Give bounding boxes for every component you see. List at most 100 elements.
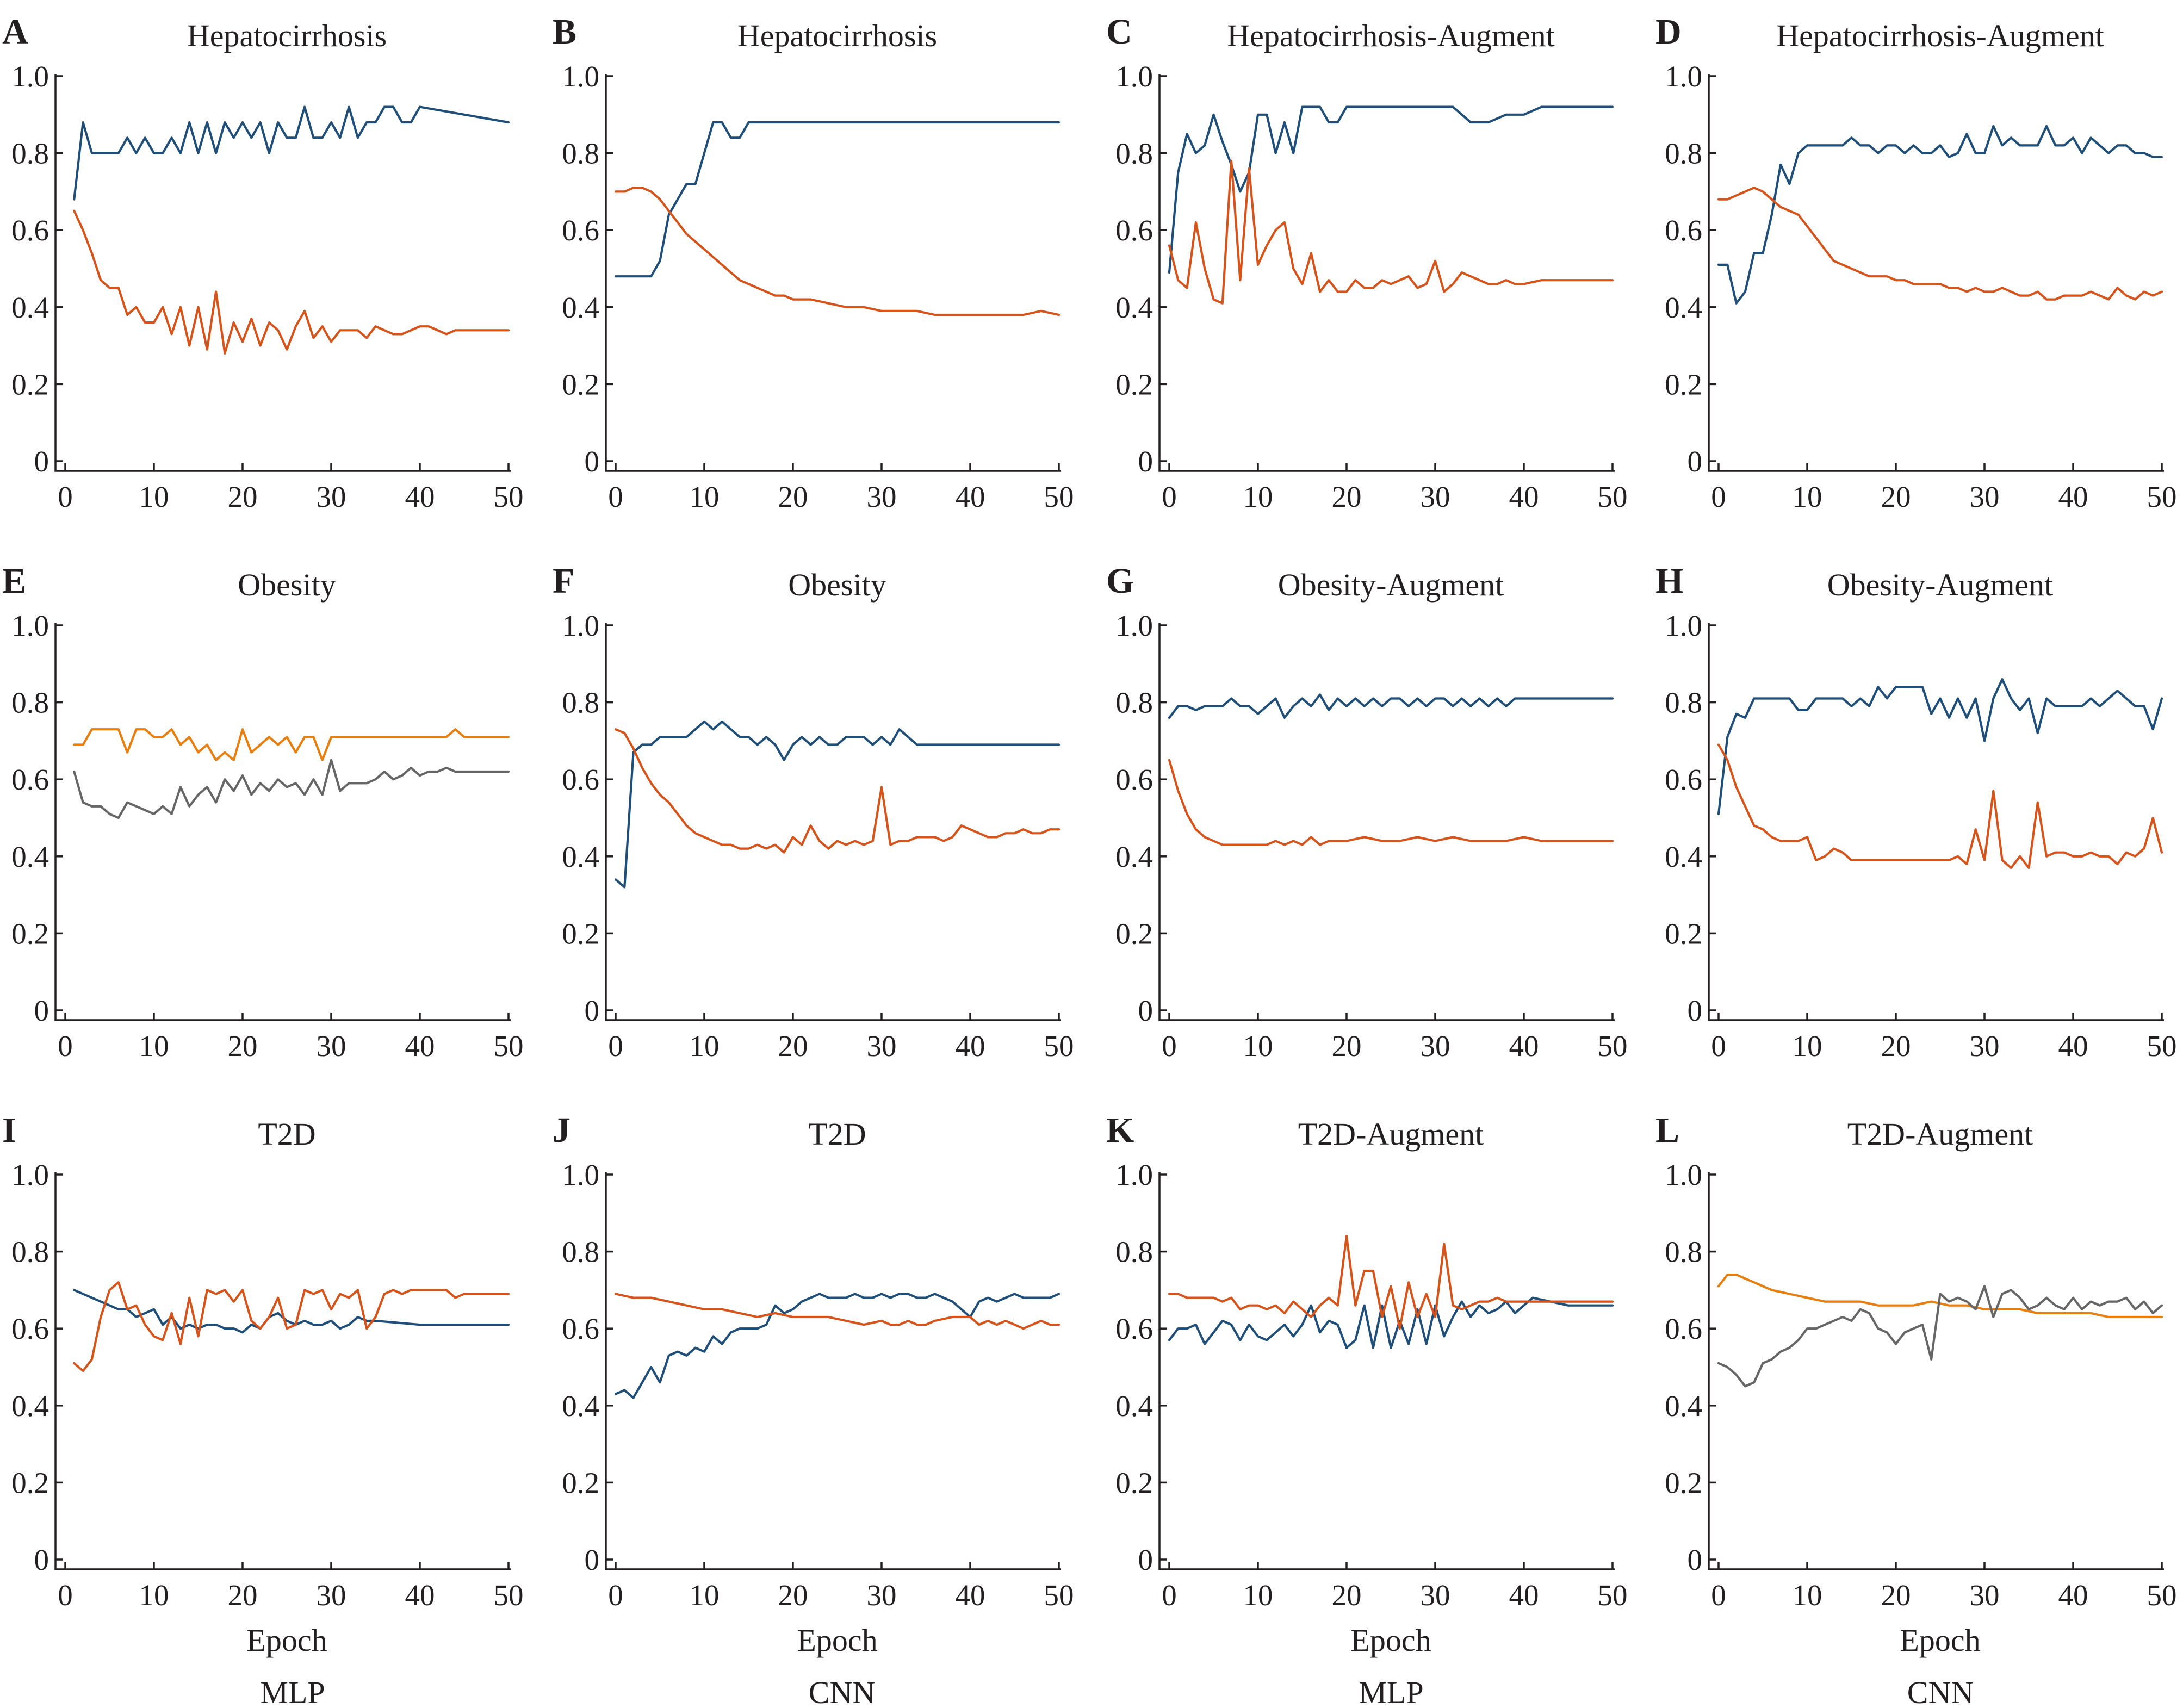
panel-j-xtick-label: 0 (608, 1579, 623, 1612)
panel-l-series-2-line (1717, 1285, 2163, 1388)
panel-i-ytick-label: 0.6 (11, 1312, 49, 1345)
panel-d-axes (1708, 74, 2164, 472)
panel-k-ytick-label: 0.8 (1115, 1235, 1153, 1269)
panel-l-ytick-label: 0.4 (1665, 1389, 1702, 1423)
panel-i-xtick-label: 20 (228, 1579, 258, 1612)
panel-b-xtick-label: 30 (867, 480, 897, 513)
panel-f-series-1-line (614, 720, 1061, 889)
panel-i-xtick-label: 40 (405, 1579, 435, 1612)
panel-h-title: Obesity-Augment (1827, 567, 2054, 603)
panel-h-xtick-label: 10 (1793, 1029, 1822, 1063)
panel-k-xtick-label: 50 (1598, 1579, 1628, 1612)
panel-h-xtick-label: 50 (2147, 1029, 2177, 1063)
panel-l-xtick-label: 40 (2058, 1579, 2088, 1612)
panel-d-xtick-label: 20 (1881, 480, 1911, 513)
panel-d-xtick-label: 30 (1970, 480, 2000, 513)
panel-g-ytick-label: 0.6 (1115, 763, 1153, 796)
panel-f-title: Obesity (788, 567, 886, 603)
panel-d-ytick-label: 0.8 (1665, 137, 1702, 170)
panel-d-xtick-label: 0 (1711, 480, 1726, 513)
panel-j-xtick-label: 40 (956, 1579, 985, 1612)
panel-b-ytick-label: 0 (585, 445, 600, 478)
panel-h-series-2-line (1717, 743, 2163, 869)
panel-a-xtick-label: 10 (139, 480, 169, 513)
panel-b-ytick-label: 1.0 (562, 60, 599, 93)
panel-l-ytick-label: 1.0 (1665, 1158, 1702, 1191)
panel-h-xtick-label: 30 (1970, 1029, 2000, 1063)
panel-k-xlabel: Epoch (1350, 1623, 1431, 1658)
panel-j-xtick-label: 30 (867, 1579, 897, 1612)
panel-d-xtick-label: 40 (2058, 480, 2088, 513)
panel-k-ytick-label: 0.2 (1115, 1466, 1153, 1499)
panel-k-xtick-label: 40 (1509, 1579, 1539, 1612)
panel-f-xtick-label: 0 (608, 1029, 623, 1063)
panel-e-ytick-label: 0.8 (11, 686, 49, 719)
panel-l-xlabel: Epoch (1900, 1623, 1980, 1658)
panel-l-xtick-label: 20 (1881, 1579, 1911, 1612)
panel-i-series-1-line (73, 1289, 510, 1334)
panel-a-xtick-label: 0 (58, 480, 73, 513)
panel-f-ytick-label: 0.2 (562, 917, 599, 950)
panel-j-ytick-label: 1.0 (562, 1158, 599, 1191)
panel-k-series-1-line (1168, 1296, 1614, 1349)
panel-d: D Hepatocirrhosis-Augment 0 0.2 0.4 0.6 0.8 1.0… (1655, 12, 2177, 513)
panel-a-ytick-label: 0 (34, 445, 49, 478)
panel-e-series-2-line (73, 759, 510, 819)
panel-d-letter: D (1655, 12, 1682, 52)
panel-e: E Obesity 0 0.2 0.4 0.6 0.8 1.0 0 10 20 30 40 50 (2, 561, 524, 1063)
panel-j: J T2D 0 0.2 0.4 0.6 0.8 1.0 0 10 20 30 40 50 Epoch (553, 1110, 1074, 1658)
panel-b-xtick-label: 40 (956, 480, 985, 513)
panel-g-xtick-label: 40 (1509, 1029, 1539, 1063)
panel-a-xtick-label: 50 (494, 480, 524, 513)
panel-a-axes (54, 74, 511, 472)
panel-b: B Hepatocirrhosis 0 0.2 0.4 0.6 0.8 1.0 0 10 20 30 4… (553, 12, 1074, 513)
panel-g-ytick-label: 0.4 (1115, 840, 1153, 873)
panel-g-ytick-label: 0.8 (1115, 686, 1153, 719)
panel-c-ytick-label: 0.8 (1115, 137, 1153, 170)
panel-l-xtick-label: 10 (1793, 1579, 1822, 1612)
panel-d-ytick-label: 0 (1688, 445, 1703, 478)
panel-l-ytick-label: 0.2 (1665, 1466, 1702, 1499)
panel-h-xtick-label: 20 (1881, 1029, 1911, 1063)
panel-d-series-1-line (1717, 125, 2163, 305)
panel-c-ytick-label: 1.0 (1115, 60, 1153, 93)
panel-a-xtick-label: 30 (317, 480, 346, 513)
panel-b-series-1-line (614, 121, 1061, 278)
panel-j-title: T2D (808, 1116, 866, 1152)
panel-e-letter: E (2, 561, 26, 601)
panel-i-xtick-label: 10 (139, 1579, 169, 1612)
panel-j-ytick-label: 0.8 (562, 1235, 599, 1269)
panel-k-axes (1158, 1172, 1615, 1570)
panel-b-ytick-label: 0.2 (562, 368, 599, 401)
panel-e-ytick-label: 0 (34, 994, 49, 1027)
panel-i-ytick-label: 0.4 (11, 1389, 49, 1423)
panel-g-ytick-label: 0 (1138, 994, 1153, 1027)
panel-l-xtick-label: 0 (1711, 1579, 1726, 1612)
panel-k-ytick-label: 0.6 (1115, 1312, 1153, 1345)
panel-e-xtick-label: 50 (494, 1029, 524, 1063)
panel-i-title: T2D (258, 1116, 315, 1152)
panel-e-ytick-label: 0.2 (11, 917, 49, 950)
panel-k-xtick-label: 30 (1421, 1579, 1450, 1612)
panel-g-series-1-line (1168, 693, 1614, 719)
panel-a: A Hepatocirrhosis 0 0.2 0.4 0.6 0.8 1.0 0 10 20 30 4… (2, 12, 524, 513)
panel-k-xtick-label: 10 (1243, 1579, 1273, 1612)
panel-c-xtick-label: 30 (1421, 480, 1450, 513)
panel-g-xtick-label: 0 (1162, 1029, 1177, 1063)
panel-l-ytick-label: 0 (1688, 1543, 1703, 1576)
panel-c-series-1-line (1168, 105, 1614, 274)
panel-j-axes (605, 1172, 1061, 1570)
panel-a-title: Hepatocirrhosis (187, 18, 387, 53)
panel-a-xtick-label: 20 (228, 480, 258, 513)
panel-a-series-1-line (73, 105, 510, 201)
panel-h-ytick-label: 0.2 (1665, 917, 1702, 950)
panel-j-xtick-label: 50 (1044, 1579, 1074, 1612)
panel-k-ytick-label: 0.4 (1115, 1389, 1153, 1423)
panel-g-xtick-label: 30 (1421, 1029, 1450, 1063)
panel-e-xtick-label: 40 (405, 1029, 435, 1063)
panel-e-xtick-label: 30 (317, 1029, 346, 1063)
panel-g-letter: G (1106, 561, 1134, 601)
panel-b-ytick-label: 0.6 (562, 214, 599, 247)
panel-k-letter: K (1106, 1110, 1134, 1150)
